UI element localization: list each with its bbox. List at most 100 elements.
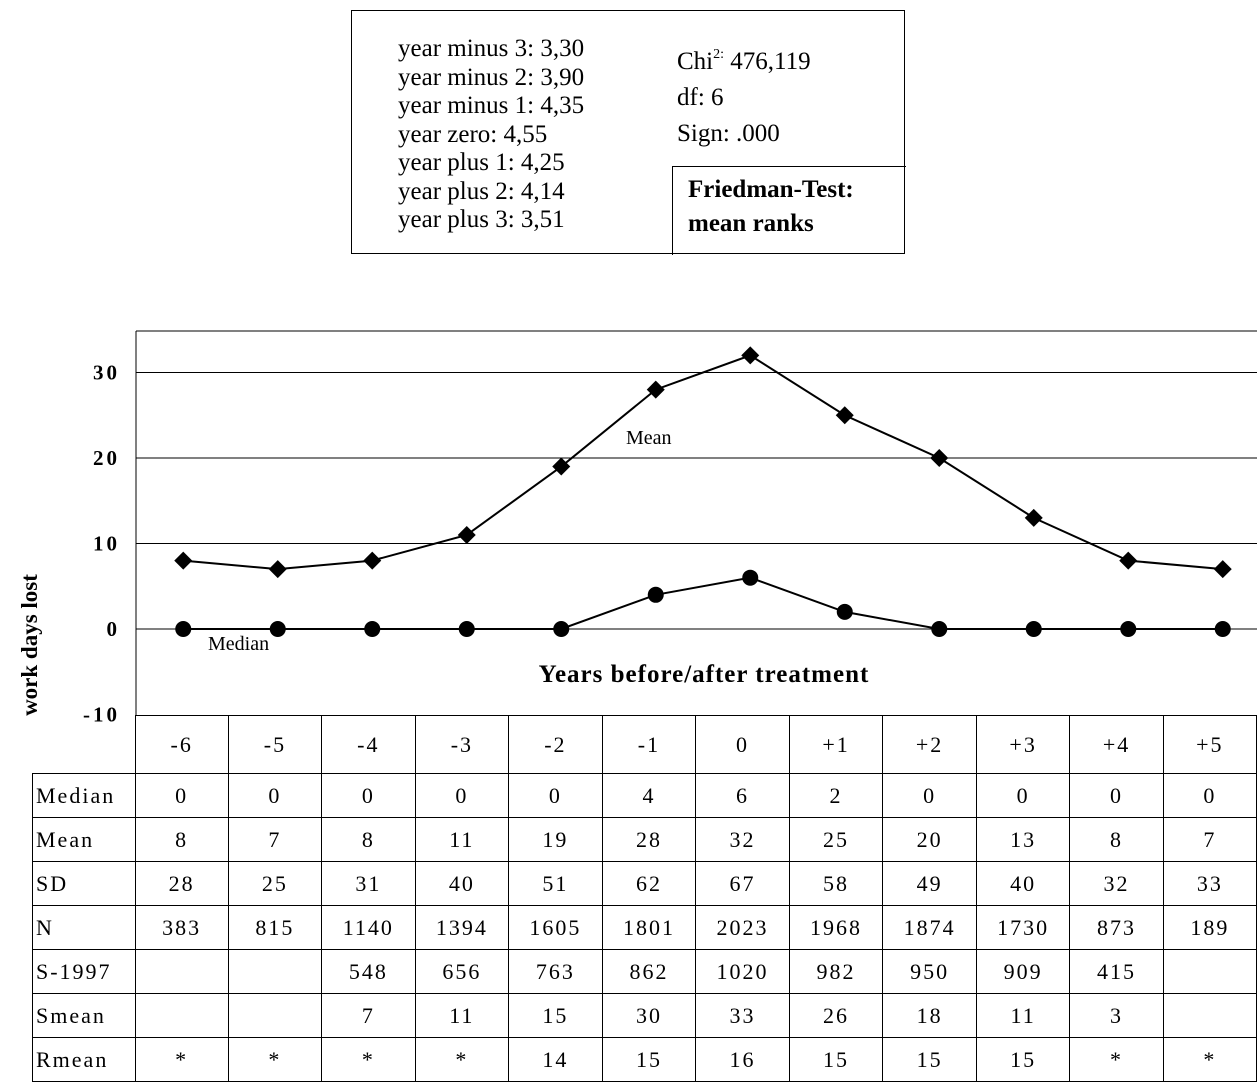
column-header: +3 <box>975 715 1071 774</box>
median-point <box>458 621 475 637</box>
table-cell: 32 <box>695 817 790 862</box>
mean-point <box>174 551 193 570</box>
chi-label: Chi <box>677 48 714 75</box>
table-cell: 58 <box>788 861 884 906</box>
rank-item: year minus 1: 4,35 <box>398 92 585 119</box>
table-cell: 8 <box>1069 817 1164 862</box>
table-cell: 7 <box>227 817 323 862</box>
table-cell: 1968 <box>788 905 884 950</box>
y-tick-label: 10 <box>93 532 120 556</box>
data-table: -6 -5 -4 -3 -2 -1 0 +1 +2 +3 +4 +5 Median 0 0 0 0 0 4 6 2 0 0… <box>32 715 1257 1082</box>
friedman-title-line1: Friedman-Test: <box>688 176 854 203</box>
table-cell: 51 <box>508 861 603 906</box>
table-cell: 909 <box>975 949 1071 994</box>
friedman-title: Friedman-Test: mean ranks <box>672 166 906 255</box>
table-cell: 25 <box>227 861 323 906</box>
row-label: Median <box>32 773 136 818</box>
table-cell: 0 <box>321 773 416 818</box>
median-point <box>742 569 759 586</box>
mean-point <box>1024 508 1043 527</box>
row-label: Rmean <box>32 1037 136 1082</box>
table-cell: 2 <box>788 773 884 818</box>
table-cell: 2023 <box>695 905 790 950</box>
median-point <box>836 603 853 620</box>
y-tick-label: 30 <box>93 361 120 385</box>
table-cell <box>134 949 229 994</box>
table-cell: 31 <box>321 861 416 906</box>
median-point <box>1120 621 1137 637</box>
table-cell: 189 <box>1162 905 1257 950</box>
table-cell: 8 <box>321 817 416 862</box>
table-cell: 15 <box>508 993 603 1038</box>
mean-point <box>457 525 476 544</box>
table-cell: 8 <box>134 817 229 862</box>
table-cell: 26 <box>788 993 884 1038</box>
table-cell: 1140 <box>321 905 416 950</box>
table-cell: 1394 <box>414 905 510 950</box>
row-label: Mean <box>32 817 136 862</box>
table-cell <box>134 993 229 1038</box>
table-cell: 0 <box>414 773 510 818</box>
table-row: Smean 7 11 15 30 33 26 18 11 3 <box>32 993 1257 1038</box>
table-cell: 49 <box>882 861 977 906</box>
table-row: Rmean * * * * 14 15 16 15 15 15 * * <box>32 1037 1257 1082</box>
table-cell: 7 <box>1162 817 1257 862</box>
friedman-title-line2: mean ranks <box>688 210 814 237</box>
table-cell: * <box>414 1037 510 1082</box>
table-cell: 1874 <box>882 905 977 950</box>
table-cell: * <box>321 1037 416 1082</box>
row-label: SD <box>32 861 136 906</box>
table-cell: 19 <box>508 817 603 862</box>
table-row: Median 0 0 0 0 0 4 6 2 0 0 0 0 <box>32 773 1257 818</box>
table-cell: 415 <box>1069 949 1164 994</box>
median-point <box>647 586 664 603</box>
table-row: S-1997 548 656 763 862 1020 982 950 909 415 <box>32 949 1257 994</box>
table-header-row: -6 -5 -4 -3 -2 -1 0 +1 +2 +3 +4 +5 <box>32 715 1257 774</box>
table-cell: 656 <box>414 949 510 994</box>
table-row: N 383 815 1140 1394 1605 1801 2023 1968 1874 1730 8… <box>32 905 1257 950</box>
column-header: +5 <box>1162 715 1257 774</box>
column-header: -1 <box>601 715 697 774</box>
row-label: S-1997 <box>32 949 136 994</box>
table-cell: 30 <box>601 993 697 1038</box>
table-cell: 15 <box>882 1037 977 1082</box>
median-point <box>931 621 948 637</box>
table-cell: 33 <box>1162 861 1257 906</box>
median-point <box>269 621 286 637</box>
table-cell: 0 <box>1069 773 1164 818</box>
table-cell: 1801 <box>601 905 697 950</box>
table-cell: 383 <box>134 905 229 950</box>
significance: Sign: .000 <box>677 120 780 147</box>
median-point <box>175 621 192 637</box>
table-cell: 4 <box>601 773 697 818</box>
table-cell: 763 <box>508 949 603 994</box>
degrees-of-freedom: df: 6 <box>677 84 724 111</box>
friedman-box: year minus 3: 3,30 year minus 2: 3,90 ye… <box>351 10 906 255</box>
mean-point <box>552 457 571 476</box>
table-cell: 15 <box>975 1037 1071 1082</box>
column-header: -2 <box>508 715 603 774</box>
rank-item: year zero: 4,55 <box>398 120 548 148</box>
table-cell: 7 <box>321 993 416 1038</box>
column-header: +2 <box>882 715 977 774</box>
table-corner <box>32 715 136 774</box>
chi-value: 476,119 <box>730 48 811 75</box>
mean-point <box>268 560 287 579</box>
y-tick-label: 0 <box>107 617 121 641</box>
table-cell: 33 <box>695 993 790 1038</box>
rank-item: year minus 3: 3,30 <box>398 35 585 62</box>
row-label: N <box>32 905 136 950</box>
median-series-label: Median <box>208 633 269 655</box>
table-cell: 0 <box>1162 773 1257 818</box>
table-cell: 0 <box>975 773 1071 818</box>
mean-ranks-list: year minus 3: 3,30 year minus 2: 3,90 ye… <box>398 35 584 235</box>
table-cell: 15 <box>788 1037 884 1082</box>
table-cell: 18 <box>882 993 977 1038</box>
mean-point <box>363 551 382 570</box>
table-cell: 815 <box>227 905 323 950</box>
table-cell: 13 <box>975 817 1071 862</box>
table-cell <box>227 949 323 994</box>
table-cell: 982 <box>788 949 884 994</box>
table-cell: 950 <box>882 949 977 994</box>
